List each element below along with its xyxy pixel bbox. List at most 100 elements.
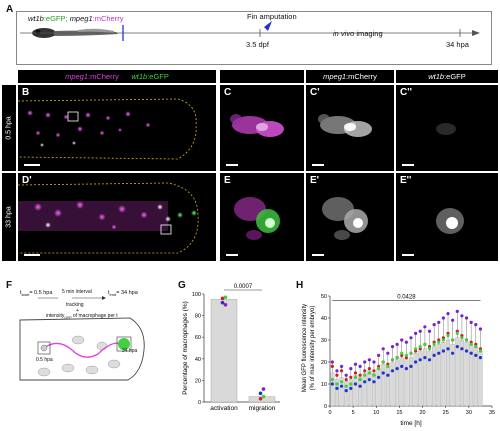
h-point	[460, 334, 464, 338]
h-point	[400, 351, 404, 355]
h-point	[418, 358, 422, 362]
h-ytick-label: 10	[321, 382, 327, 388]
h-point	[386, 364, 390, 368]
scale-bar-e2	[402, 254, 414, 256]
h-point	[432, 323, 436, 327]
end-macrophage	[118, 338, 130, 350]
h-point	[353, 375, 358, 379]
h-point	[395, 356, 399, 360]
h-xtick-label: 15	[396, 410, 402, 416]
h-bar	[367, 370, 372, 407]
chart-g-ticks: 0 20 40 60 80 100	[192, 292, 204, 406]
panel-label-d: D'	[22, 175, 32, 186]
h-bar	[408, 357, 414, 407]
h-bar	[413, 353, 418, 407]
h-point	[427, 358, 432, 362]
h-bar	[371, 372, 376, 407]
h-bar	[385, 366, 390, 407]
chart-h-ylabel2: (% of max intensity per embryo)	[310, 306, 316, 391]
g-ytick-label: 40	[195, 357, 201, 363]
row-label-bottom: 33 hpa	[2, 173, 16, 261]
h-point	[358, 364, 362, 368]
g-point	[223, 295, 228, 300]
h-point	[432, 353, 436, 357]
h-xtick-label: 35	[489, 410, 495, 416]
h-point	[464, 349, 469, 353]
h-point	[414, 349, 418, 353]
g-bar	[210, 299, 238, 403]
h-point	[335, 369, 339, 373]
h-xtick-label: 30	[466, 410, 472, 416]
h-point	[423, 342, 427, 346]
h-point	[414, 331, 418, 335]
t-start: tstart= 0.5 hpa	[20, 290, 53, 298]
h-point	[353, 362, 358, 366]
h-point	[377, 375, 381, 379]
h-point	[363, 369, 367, 373]
h-bar	[478, 350, 483, 407]
h-point	[474, 323, 478, 327]
h-point	[330, 378, 334, 382]
h-point	[427, 329, 432, 333]
chart-g-bars	[210, 299, 276, 403]
h-point	[478, 356, 483, 360]
h-point	[400, 364, 404, 368]
merge-mcherry: :mCherry	[88, 72, 119, 81]
col4-wt1b-gene: wt1b	[428, 72, 445, 81]
h-ytick-label: 30	[321, 338, 327, 344]
g-point	[261, 387, 266, 391]
h-ytick-label: 40	[321, 316, 327, 322]
panel-c-image	[220, 85, 304, 171]
end-time-label: 34 hpa	[446, 40, 469, 49]
panel-b-image	[18, 85, 216, 171]
h-point	[335, 382, 339, 386]
mpeg1-gene: mpeg1	[69, 14, 93, 23]
scale-bar-e1	[312, 254, 324, 256]
merge-mpeg-gene: mpeg1	[65, 72, 89, 81]
h-bar	[441, 342, 446, 407]
h-point	[427, 345, 432, 349]
h-point	[441, 316, 445, 320]
scale-bar-c2	[402, 164, 414, 166]
dpf-label: 3.5 dpf	[246, 40, 269, 49]
g-ytick-label: 0	[198, 400, 201, 406]
h-point	[437, 338, 441, 342]
h-point	[353, 371, 358, 375]
h-point	[377, 367, 381, 371]
h-point	[432, 340, 436, 344]
chart-h-significance: 0.0428	[332, 294, 481, 301]
h-ytick-label: 50	[321, 294, 327, 300]
intensity-label: intensityGFP of macrophage per t	[46, 313, 118, 320]
panel-label-e2: E''	[400, 175, 412, 186]
scale-bar-e	[226, 254, 238, 256]
col4-header: wt1b:eGFP	[396, 70, 498, 83]
h-point	[469, 342, 473, 346]
h-point	[330, 364, 334, 368]
h-point	[455, 331, 459, 335]
h-point	[363, 373, 367, 377]
h-point	[446, 334, 450, 338]
col3-mcherry: :mCherry	[346, 72, 377, 81]
h-point	[358, 384, 362, 388]
h-point	[344, 378, 348, 382]
h-point	[455, 309, 459, 313]
g-ytick-label: 60	[195, 335, 201, 341]
g-point	[223, 303, 228, 307]
macrophage-spots	[27, 110, 151, 147]
h-point	[367, 371, 371, 375]
h-point	[451, 351, 455, 355]
h-bar	[390, 361, 395, 407]
col3-mpeg-gene: mpeg1	[323, 72, 347, 81]
g-ytick-label: 100	[192, 292, 201, 298]
migration-path	[43, 342, 123, 358]
h-point	[358, 373, 362, 377]
panel-e2-image	[396, 173, 498, 261]
chart-g-points	[220, 295, 266, 401]
col2-header	[220, 70, 304, 83]
roi-box-d	[160, 224, 172, 235]
end-box	[116, 336, 132, 352]
h-point	[474, 353, 478, 357]
col4-egfp: :eGFP	[444, 72, 466, 81]
roi-box-b	[67, 111, 79, 122]
imaging-label: in vivo imaging	[333, 29, 383, 38]
